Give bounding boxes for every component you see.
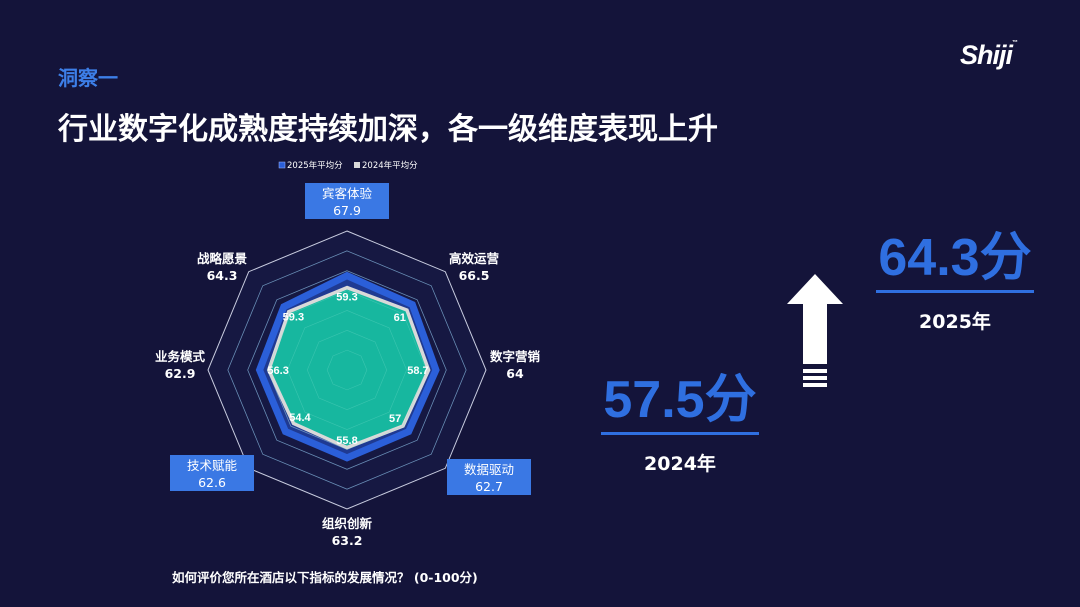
axis-name-label: 业务模式 — [155, 349, 206, 364]
series-2024-value-label: 55.8 — [336, 435, 357, 447]
section-tag: 洞察一 — [58, 66, 118, 90]
axis-value-label: 63.2 — [332, 533, 363, 548]
axis-name-label: 数据驱动 — [464, 462, 514, 477]
axis-value-label: 67.9 — [333, 203, 361, 218]
radar-grid-ring — [326, 349, 368, 391]
radar-grid-ring — [227, 250, 467, 490]
series-2024-value-label: 57 — [389, 413, 401, 425]
legend-swatch-2025 — [278, 161, 286, 169]
score-2025-year: 2025年 — [919, 311, 991, 333]
axis-name-label: 战略愿景 — [197, 251, 248, 266]
radar-grid-ring — [247, 270, 447, 470]
series-2024-value-label: 61 — [394, 312, 406, 324]
axis-value-label: 62.6 — [198, 475, 226, 490]
axis-label-highlight-box — [447, 459, 531, 495]
radar-grid-ring — [306, 329, 388, 411]
radar-grid-ring — [267, 290, 427, 450]
axis-label-highlight-box — [305, 183, 389, 219]
radar-grid-ring — [227, 250, 467, 490]
axis-name-label: 高效运营 — [449, 251, 500, 266]
score-2025-value: 64.3分 — [876, 232, 1034, 293]
score-2024-year: 2024年 — [644, 453, 716, 475]
series-2024-value-label: 56.3 — [267, 365, 288, 377]
up-arrow-icon — [787, 274, 843, 387]
shiji-logo: Shiji™ — [960, 40, 1018, 70]
score-2025: 64.3分 2025年 — [874, 232, 1036, 334]
chart-footnote: 如何评价您所在酒店以下指标的发展情况？ (0-100分) — [172, 570, 478, 585]
radar-grid-ring — [287, 310, 407, 430]
score-2024: 57.5分 2024年 — [600, 374, 760, 476]
legend-label-2025: 2025年平均分 — [287, 160, 343, 171]
axis-label-highlight-box — [170, 455, 254, 491]
series-2024-area — [266, 285, 431, 450]
series-2024-value-label: 58.7 — [407, 365, 428, 377]
axis-name-label: 技术赋能 — [187, 458, 238, 473]
legend-label-2024: 2024年平均分 — [362, 160, 418, 171]
series-2024-value-label: 59.3 — [283, 311, 304, 323]
axis-name-label: 宾客体验 — [322, 186, 373, 201]
axis-value-label: 66.5 — [459, 268, 490, 283]
axis-value-label: 62.9 — [165, 366, 196, 381]
axis-value-label: 64.3 — [207, 268, 238, 283]
axis-value-label: 62.7 — [475, 479, 503, 494]
axis-value-label: 64 — [506, 366, 524, 381]
radar-chart: 59.3 61 58.7 57 55.8 54.4 56.3 59.3 宾客体验 67.9 高效运营… — [155, 160, 541, 548]
score-2024-value: 57.5分 — [601, 374, 759, 435]
page-title: 行业数字化成熟度持续加深，各一级维度表现上升 — [58, 112, 718, 147]
axis-name-label: 数字营销 — [489, 349, 541, 364]
axis-name-label: 组织创新 — [322, 516, 373, 531]
series-2024-value-label: 54.4 — [289, 412, 311, 424]
series-2024-value-label: 59.3 — [336, 292, 357, 304]
legend-swatch-2024 — [354, 162, 360, 168]
radar-grid-ring — [247, 270, 447, 470]
